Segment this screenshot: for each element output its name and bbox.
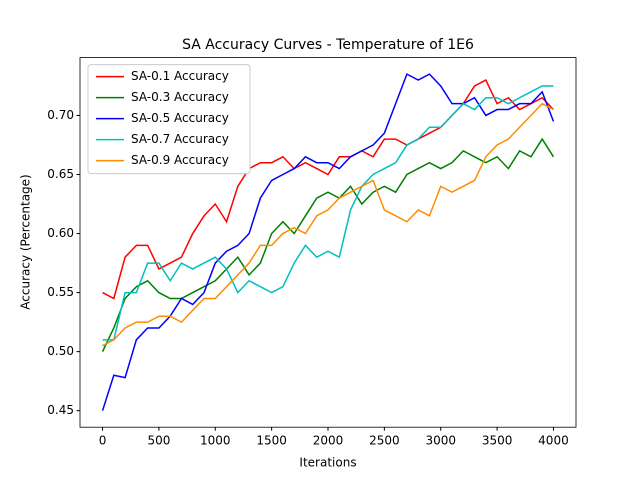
y-tick-label: 0.50 <box>47 344 74 358</box>
legend-label: SA-0.7 Accuracy <box>131 132 229 146</box>
y-tick-label: 0.45 <box>47 403 74 417</box>
x-tick-label: 2500 <box>369 434 400 448</box>
y-tick-label: 0.65 <box>47 167 74 181</box>
y-tick-label: 0.55 <box>47 285 74 299</box>
legend-label: SA-0.1 Accuracy <box>131 69 229 83</box>
series-line <box>102 85 554 341</box>
legend-label: SA-0.3 Accuracy <box>131 90 229 104</box>
x-tick-label: 0 <box>99 434 107 448</box>
legend-label: SA-0.5 Accuracy <box>131 111 229 125</box>
series-line <box>102 79 554 300</box>
series-line <box>101 137 555 352</box>
x-tick-label: 4000 <box>538 434 569 448</box>
series-line <box>102 102 554 347</box>
x-tick-label: 3500 <box>482 434 513 448</box>
x-axis-label: Iterations <box>299 456 356 470</box>
x-tick-label: 1000 <box>200 434 231 448</box>
y-tick-label: 0.70 <box>47 108 74 122</box>
legend-label: SA-0.9 Accuracy <box>131 153 229 167</box>
x-tick-label: 500 <box>147 434 170 448</box>
y-axis-label: Accuracy (Percentage) <box>19 174 33 309</box>
x-tick-label: 2000 <box>313 434 344 448</box>
legend-box <box>87 64 251 175</box>
chart-title: SA Accuracy Curves - Temperature of 1E6 <box>182 37 474 53</box>
x-tick-label: 1500 <box>256 434 287 448</box>
series-line <box>101 73 555 411</box>
x-tick-label: 3000 <box>425 434 456 448</box>
y-tick-label: 0.60 <box>47 226 74 240</box>
plot-frame <box>79 57 577 428</box>
